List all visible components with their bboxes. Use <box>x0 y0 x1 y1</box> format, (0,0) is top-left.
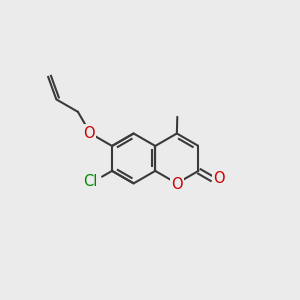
Text: O: O <box>214 171 225 186</box>
Text: O: O <box>83 125 95 140</box>
Text: Cl: Cl <box>83 175 98 190</box>
Text: O: O <box>171 177 183 192</box>
